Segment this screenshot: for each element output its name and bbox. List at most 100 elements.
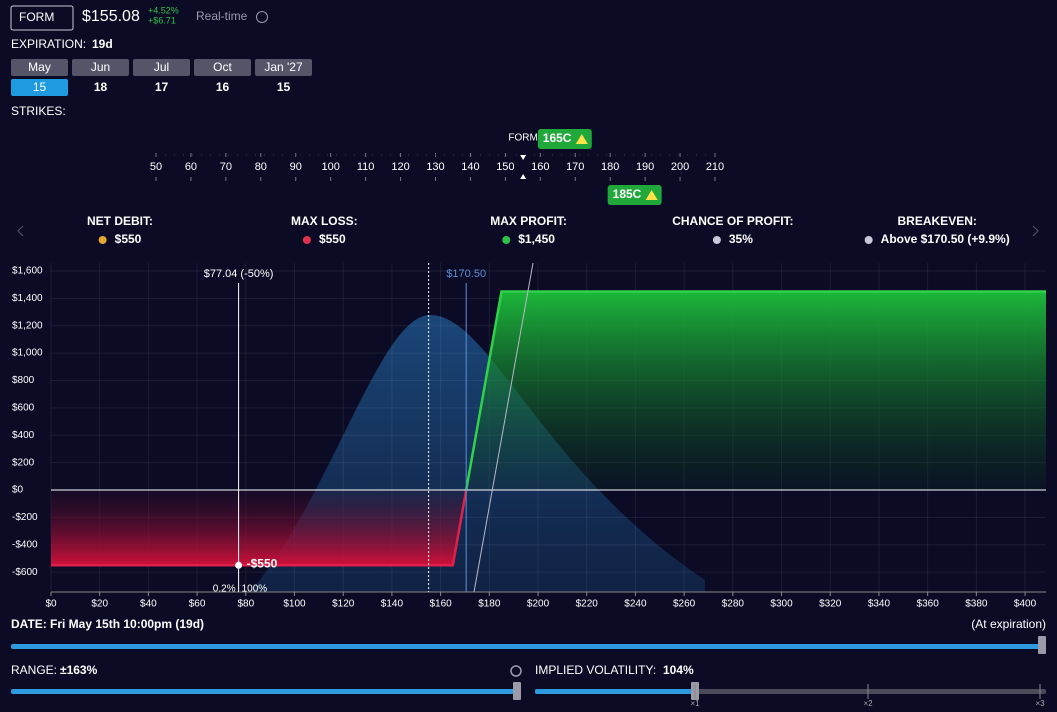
iv-mark-label: ×1 [690, 699, 700, 708]
month-tab[interactable] [255, 59, 312, 76]
prev-arrow[interactable] [17, 225, 24, 237]
month-tab[interactable] [72, 59, 129, 76]
x-tick-label: $380 [965, 599, 988, 610]
x-tick-label: $120 [332, 599, 355, 610]
strike-label: 150 [496, 161, 514, 173]
x-tick-label: $160 [429, 599, 452, 610]
x-tick-label: $60 [189, 599, 206, 610]
month-label: Oct [213, 60, 232, 74]
delta-line [473, 262, 534, 593]
strike-label: 180 [601, 161, 619, 173]
month-tab[interactable] [133, 59, 190, 76]
day-label: 15 [277, 80, 291, 94]
month-label: May [28, 60, 51, 74]
date-end: (At expiration) [971, 617, 1046, 631]
stat-icon [502, 236, 511, 244]
iv-mark-label: ×3 [1035, 699, 1045, 708]
help-icon[interactable] [256, 11, 268, 23]
x-tick-label: $400 [1014, 599, 1037, 610]
ticker-input[interactable] [10, 5, 74, 31]
y-tick-label: -$600 [12, 567, 38, 578]
month-tab[interactable] [11, 59, 68, 76]
stat-value: $550 [115, 232, 142, 246]
month-label: Jun [91, 60, 110, 74]
range-value: ±163% [60, 663, 98, 677]
day-label: 18 [94, 80, 108, 94]
month-label: Jan '27 [264, 60, 303, 74]
y-tick-label: -$400 [12, 539, 38, 550]
y-tick-label: $1,600 [12, 266, 43, 277]
strike-label: 140 [461, 161, 479, 173]
change-abs: +$6.71 [148, 15, 176, 25]
strike-label: 70 [220, 161, 232, 173]
date-slider[interactable] [11, 644, 1040, 649]
x-tick-label: $320 [819, 599, 842, 610]
iv-mark-label: ×2 [863, 699, 873, 708]
strike-label: 190 [636, 161, 654, 173]
profit-line [464, 290, 1046, 491]
strike-label: 160 [531, 161, 549, 173]
strike-label: 120 [391, 161, 409, 173]
leg-label: 185C [613, 187, 642, 201]
iv-label: IMPLIED VOLATILITY: [535, 663, 656, 677]
x-tick-label: $300 [770, 599, 793, 610]
month-tab[interactable] [194, 59, 251, 76]
x-tick-label: $180 [478, 599, 501, 610]
x-tick-label: $240 [624, 599, 647, 610]
range-slider[interactable] [11, 689, 515, 694]
x-tick-label: $220 [576, 599, 599, 610]
x-tick-label: $360 [917, 599, 940, 610]
expiration-value: 19d [92, 37, 113, 51]
warning-icon [575, 134, 588, 144]
spot-label: FORM [508, 133, 537, 144]
strike-label: 170 [566, 161, 584, 173]
y-tick-label: $1,000 [12, 348, 43, 359]
expiration-label: EXPIRATION: [11, 37, 86, 51]
y-tick-label: $600 [12, 402, 35, 413]
strike-label: 100 [322, 161, 340, 173]
feed: Real-time [196, 9, 248, 23]
stat-label: CHANCE OF PROFIT: [672, 214, 793, 228]
stat-icon [864, 236, 873, 244]
strike-label: 80 [255, 161, 267, 173]
point [235, 561, 243, 569]
stat-label: MAX LOSS: [291, 214, 358, 228]
day-label: 17 [155, 80, 169, 94]
strike-label: 60 [185, 161, 197, 173]
strike-label: 50 [150, 161, 162, 173]
strike-label: 90 [290, 161, 302, 173]
reset-icon[interactable] [510, 665, 522, 677]
stat-value: $550 [319, 232, 346, 246]
spot-marker [520, 174, 527, 179]
y-tick-label: $200 [12, 457, 35, 468]
y-tick-label: $0 [12, 485, 24, 496]
stat-icon [98, 236, 107, 244]
x-tick-label: $80 [237, 599, 254, 610]
warning-icon [645, 190, 658, 200]
x-tick-label: $0 [45, 599, 57, 610]
point-label: -$550 [247, 556, 278, 570]
prob-label: 100% [242, 584, 268, 595]
stat-label: MAX PROFIT: [490, 214, 567, 228]
next-arrow[interactable] [1032, 225, 1039, 237]
x-tick-label: $140 [381, 599, 404, 610]
loss-area [51, 490, 467, 566]
x-tick-label: $40 [140, 599, 157, 610]
strike-label: 200 [671, 161, 689, 173]
prob-label: 0.2% [213, 584, 236, 595]
date-handle[interactable] [1038, 636, 1046, 654]
stat-value: Above $170.50 (+9.9%) [881, 232, 1010, 246]
change-pct: +4.52% [148, 5, 179, 15]
strike-label: 110 [357, 161, 375, 173]
y-tick-label: $1,400 [12, 293, 43, 304]
stat-value: $1,450 [518, 232, 555, 246]
leg-label: 165C [543, 131, 572, 145]
day-selected[interactable] [11, 79, 68, 96]
range-handle[interactable] [513, 682, 521, 700]
iv-slider[interactable] [535, 689, 695, 694]
loss-line [51, 490, 468, 567]
y-tick-label: $400 [12, 430, 35, 441]
y-tick-label: -$200 [12, 512, 38, 523]
